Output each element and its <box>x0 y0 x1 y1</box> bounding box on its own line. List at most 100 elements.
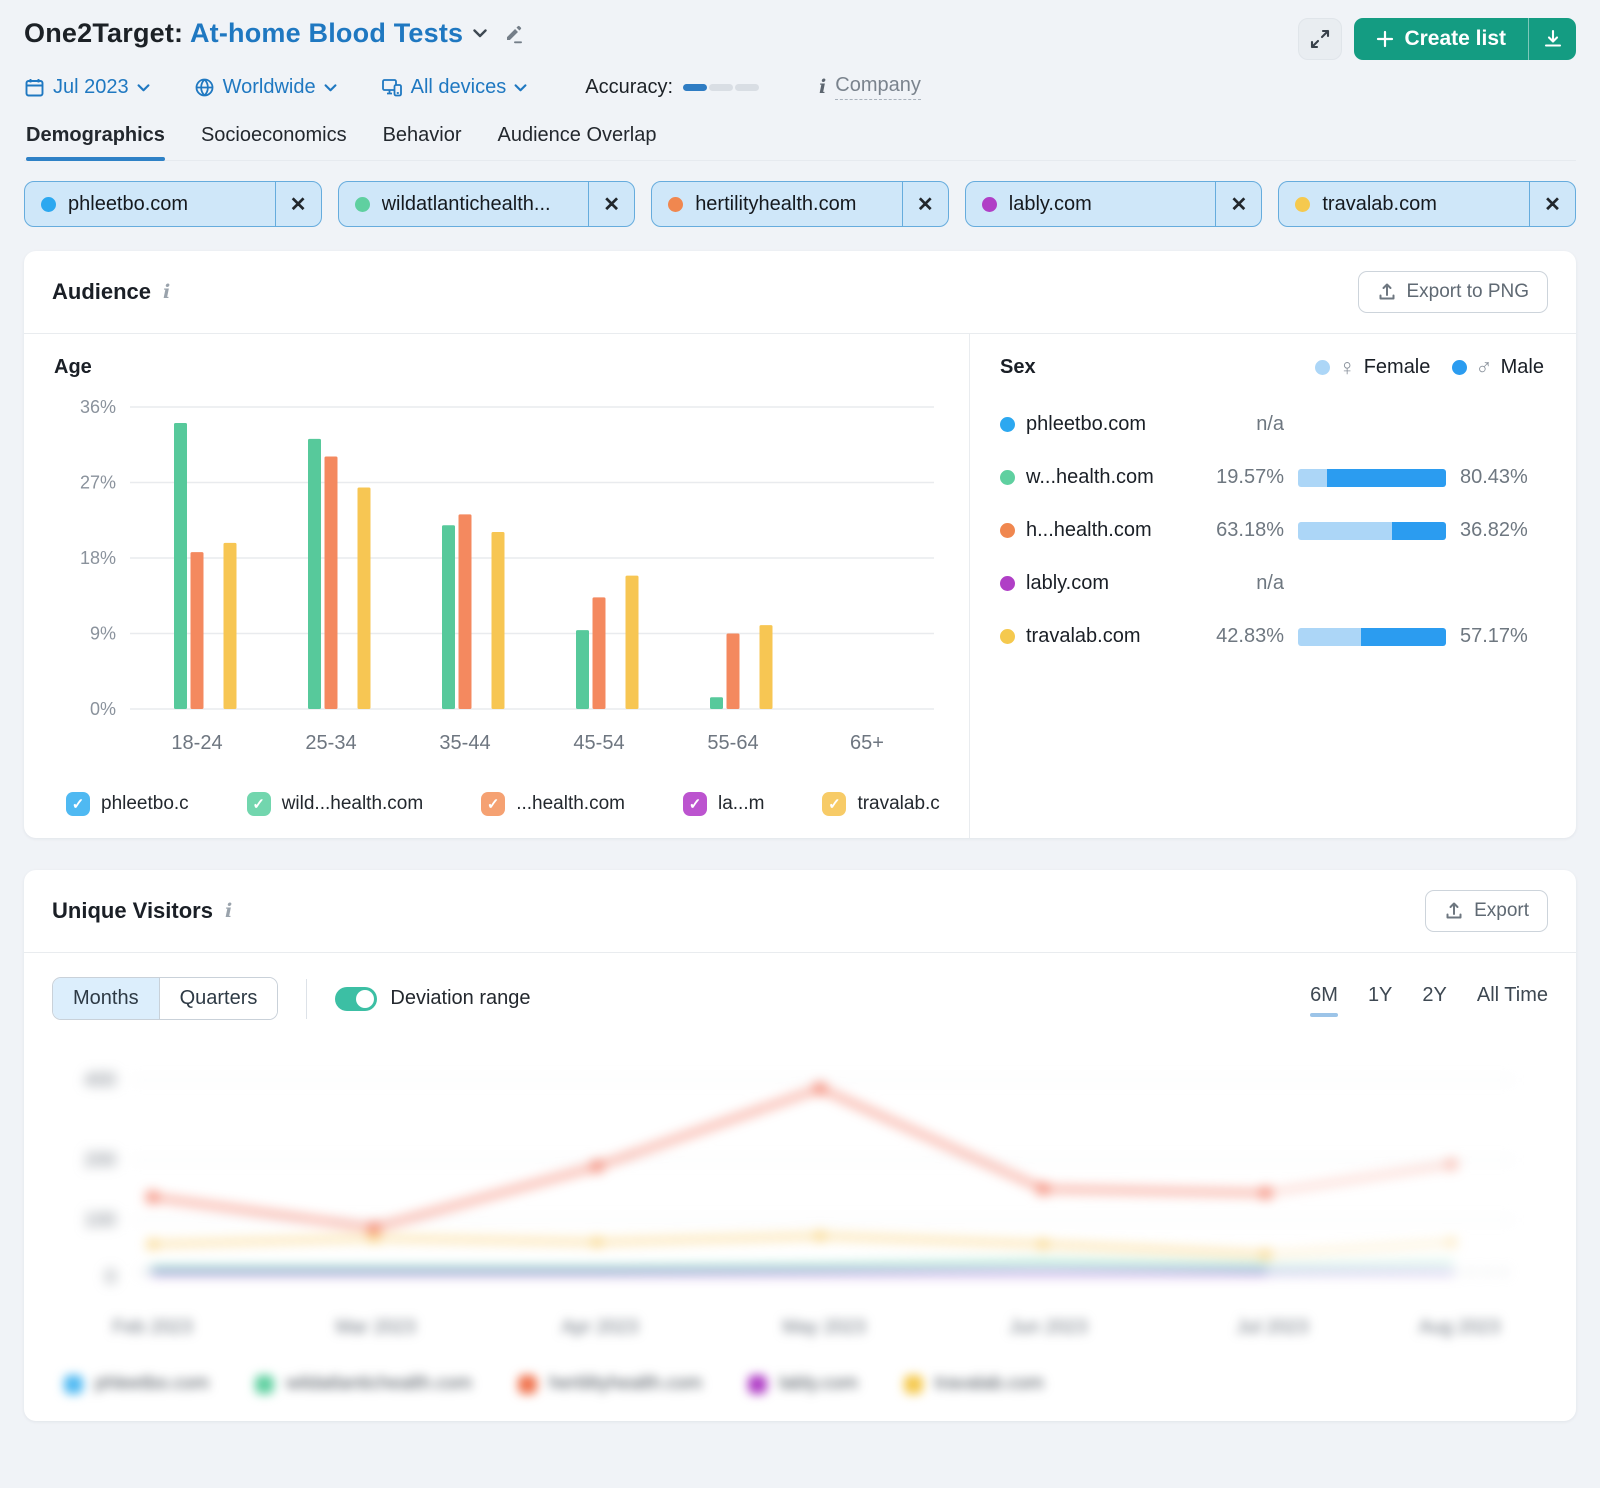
devices-icon <box>381 77 403 98</box>
age-bar <box>357 487 371 709</box>
age-bar <box>759 625 773 709</box>
legend-swatch <box>255 1374 275 1394</box>
domain-chip-label: travalab.com <box>1322 192 1437 215</box>
create-list-button[interactable]: Create list <box>1354 18 1528 60</box>
male-percent: 57.17% <box>1460 625 1528 647</box>
domain-chip[interactable]: phleetbo.com ✕ <box>24 181 322 227</box>
page-title: One2Target: At-home Blood Tests <box>24 18 463 49</box>
legend-domain-name: hertilityhealth.com <box>548 1373 703 1394</box>
report-title: At-home Blood Tests <box>189 18 464 48</box>
product-label: One2Target: <box>24 18 184 48</box>
chip-close-icon[interactable]: ✕ <box>901 182 948 226</box>
chevron-down-icon[interactable] <box>473 29 487 38</box>
sex-row: travalab.com 42.83% 57.17% <box>1000 625 1544 648</box>
region-filter[interactable]: Worldwide <box>194 76 337 99</box>
checkbox-checked-icon[interactable]: ✓ <box>66 792 90 816</box>
domain-chip[interactable]: travalab.com ✕ <box>1278 181 1576 227</box>
unique-visitors-line-chart: 400 200 100 0 <box>84 1070 1512 1288</box>
svg-text:0%: 0% <box>90 699 116 719</box>
devices-filter[interactable]: All devices <box>381 76 528 99</box>
male-bar-segment <box>1361 627 1446 646</box>
range-6m[interactable]: 6M <box>1310 984 1338 1017</box>
uv-legend-item[interactable]: travalab.com <box>903 1373 1044 1395</box>
date-filter[interactable]: Jul 2023 <box>24 76 150 99</box>
info-icon[interactable]: i <box>163 280 171 303</box>
domain-chip[interactable]: wildatlantichealth... ✕ <box>337 181 636 227</box>
female-icon: ♀ <box>1338 354 1356 380</box>
uv-legend-item[interactable]: phleetbo.com <box>64 1373 209 1395</box>
download-icon <box>1543 29 1563 49</box>
sex-row-domain: travalab.com <box>1026 625 1141 647</box>
uv-legend-item[interactable]: wildatlantichealth.com <box>255 1373 472 1395</box>
age-bar <box>174 422 187 709</box>
age-bar <box>592 597 606 709</box>
uv-x-label: Mar 2023 <box>335 1317 416 1338</box>
range-2y[interactable]: 2Y <box>1422 984 1447 1006</box>
age-legend-item[interactable]: ✓ ...health.com <box>481 792 625 816</box>
download-button[interactable] <box>1528 18 1576 60</box>
chip-close-icon[interactable]: ✕ <box>1528 182 1575 226</box>
sex-row: h...health.com 63.18% 36.82% <box>1000 519 1544 542</box>
age-legend-label: phleetbo.c <box>101 793 189 814</box>
sex-row-domain: phleetbo.com <box>1026 413 1147 435</box>
domain-chip[interactable]: lably.com ✕ <box>964 181 1263 227</box>
export-button[interactable]: Export <box>1425 890 1548 932</box>
granularity-months[interactable]: Months <box>53 978 159 1019</box>
chip-close-icon[interactable]: ✕ <box>588 182 634 226</box>
tab-behavior[interactable]: Behavior <box>382 124 462 146</box>
tab-audience-overlap[interactable]: Audience Overlap <box>497 124 657 146</box>
deviation-range-toggle[interactable]: Deviation range <box>335 986 531 1011</box>
checkbox-checked-icon[interactable]: ✓ <box>481 792 506 816</box>
chip-close-icon[interactable]: ✕ <box>274 182 321 226</box>
female-bar-segment <box>1298 521 1392 540</box>
checkbox-checked-icon[interactable]: ✓ <box>682 792 707 816</box>
unique-visitors-legend: phleetbo.com wildatlantichealth.com hertil… <box>24 1351 1576 1421</box>
domain-chip[interactable]: hertilityhealth.com ✕ <box>651 181 949 227</box>
legend-swatch <box>517 1374 537 1394</box>
range-all-time[interactable]: All Time <box>1476 984 1548 1006</box>
age-bar-chart: 0% 9% 18% 27% 36% 18-24 25-34 35-44 45-54 55-64 65… <box>80 397 934 754</box>
age-legend-item[interactable]: ✓ wild...health.com <box>246 792 423 816</box>
time-range-selector: 6M 1Y 2Y All Time <box>1310 984 1548 1017</box>
uv-legend-item[interactable]: lably.com <box>748 1373 858 1395</box>
age-legend-item[interactable]: ✓ phleetbo.c <box>66 792 189 816</box>
info-icon[interactable]: i <box>224 899 233 922</box>
chip-close-icon[interactable]: ✕ <box>1215 182 1261 226</box>
domain-dot <box>1000 523 1015 538</box>
checkbox-checked-icon[interactable]: ✓ <box>822 792 847 816</box>
sex-row-domain: lably.com <box>1026 572 1109 594</box>
uv-legend-item[interactable]: hertilityhealth.com <box>517 1373 703 1395</box>
svg-text:65+: 65+ <box>850 732 884 754</box>
svg-text:18%: 18% <box>80 548 116 568</box>
granularity-quarters[interactable]: Quarters <box>158 978 278 1019</box>
unique-visitors-title: Unique Visitors <box>52 898 213 923</box>
info-icon: i <box>819 75 827 98</box>
female-legend: ♀ Female <box>1315 356 1430 379</box>
edit-pencil-icon[interactable] <box>501 22 525 46</box>
svg-text:400: 400 <box>84 1070 116 1091</box>
domain-dot <box>1000 576 1015 591</box>
export-to-png-label: Export to PNG <box>1406 281 1530 302</box>
checkbox-checked-icon[interactable]: ✓ <box>246 792 271 816</box>
export-to-png-button[interactable]: Export to PNG <box>1357 271 1548 313</box>
age-bar <box>442 525 455 709</box>
accuracy-label: Accuracy: <box>585 75 674 98</box>
range-1y[interactable]: 1Y <box>1367 984 1393 1006</box>
uv-x-label: Aug 2023 <box>1418 1317 1501 1338</box>
svg-text:35-44: 35-44 <box>439 732 490 754</box>
unique-visitors-controls: Months Quarters Deviation range 6M 1Y 2Y All… <box>24 953 1576 1030</box>
age-legend-item[interactable]: ✓ travalab.c <box>822 792 940 816</box>
uv-x-label: Jun 2023 <box>1009 1317 1088 1338</box>
globe-icon <box>194 77 215 98</box>
age-bar <box>324 456 338 709</box>
age-legend-item[interactable]: ✓ la...m <box>682 792 764 816</box>
audience-card: Audience i Export to PNG Age 0% 9% 18% 27% 3… <box>24 251 1576 838</box>
company-control[interactable]: i Company <box>819 74 921 100</box>
tab-socioeconomics[interactable]: Socioeconomics <box>200 124 347 146</box>
expand-icon <box>1310 29 1330 49</box>
tab-demographics[interactable]: Demographics <box>26 120 165 161</box>
expand-button[interactable] <box>1298 18 1343 60</box>
age-bar <box>710 697 723 709</box>
age-bar <box>223 542 237 709</box>
domain-chip-label: hertilityhealth.com <box>695 192 857 215</box>
